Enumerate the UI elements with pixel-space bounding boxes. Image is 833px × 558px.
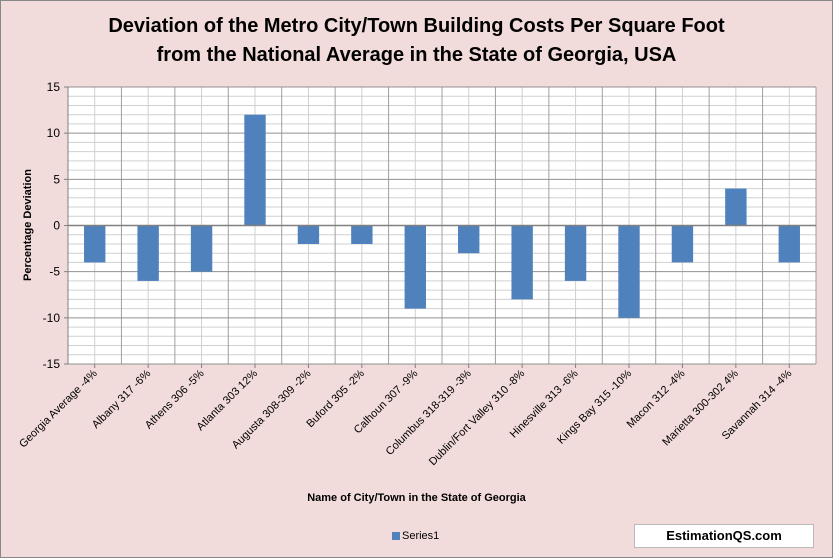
legend-swatch: [392, 532, 400, 540]
legend: Series1: [392, 530, 439, 542]
bar: [618, 225, 640, 318]
bar: [458, 225, 480, 254]
bar: [564, 225, 587, 281]
bar: [351, 225, 373, 244]
y-tick-label: -15: [43, 357, 61, 371]
legend-label: Series1: [402, 530, 440, 542]
bar: [190, 225, 213, 272]
y-tick-label: 15: [47, 80, 61, 94]
y-tick-label: 5: [53, 172, 60, 186]
title-line-1: Deviation of the Metro City/Town Buildin…: [108, 15, 725, 37]
bar: [404, 225, 426, 309]
y-tick-label: 10: [47, 126, 61, 140]
title-line-2: from the National Average in the State o…: [156, 44, 677, 66]
bar: [297, 225, 320, 244]
bar: [511, 225, 533, 300]
x-tick-label: Dublin/Fort Valley 310 -8%: [427, 367, 528, 468]
y-tick-label: 0: [53, 219, 60, 233]
y-tick-label: -10: [43, 311, 61, 325]
x-axis-label: Name of City/Town in the State of Georgi…: [307, 492, 526, 504]
bar: [778, 225, 800, 263]
x-tick-label: Georgia Average -4%: [17, 367, 100, 450]
bar: [725, 188, 747, 226]
bar: [244, 114, 266, 226]
y-axis-label: Percentage Deviation: [22, 169, 34, 281]
chart-title: Deviation of the Metro City/Town Buildin…: [0, 12, 833, 70]
watermark: EstimationQS.com: [634, 524, 814, 548]
bar: [671, 225, 694, 263]
bar: [84, 225, 106, 263]
bar: [137, 225, 159, 281]
y-tick-label: -5: [49, 265, 60, 279]
